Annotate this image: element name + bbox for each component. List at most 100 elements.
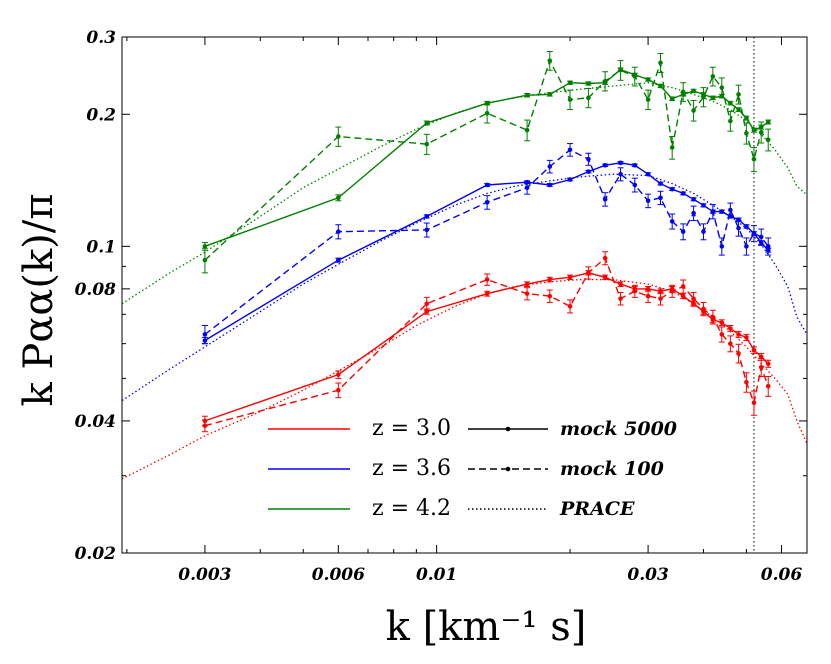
mock100-point: [336, 134, 341, 139]
mock5000-point: [547, 182, 553, 188]
mock100-line-0: [204, 256, 769, 427]
mock5000-point: [736, 332, 741, 337]
mock5000-point: [484, 291, 490, 296]
mock100-point: [645, 97, 651, 102]
mock100-point: [719, 332, 725, 337]
mock5000-point: [669, 186, 675, 192]
mock5000-point: [618, 281, 623, 287]
mock5000-point: [758, 240, 764, 245]
mock100-point: [547, 293, 553, 299]
mock100-point: [567, 147, 573, 153]
mock5000-point: [567, 177, 573, 182]
mock100-point: [736, 225, 741, 231]
x-tick-label: 0.06: [761, 565, 803, 585]
mock100-point: [602, 196, 608, 202]
mock5000-point: [744, 224, 749, 229]
mock100-point: [424, 141, 430, 147]
legend-style-label: mock 100: [560, 458, 664, 480]
mock100-point: [728, 207, 733, 213]
mock100-point: [484, 111, 490, 116]
mock100-point: [736, 92, 741, 97]
legend-color-label: z = 3.6: [372, 456, 451, 481]
mock5000-point: [701, 92, 706, 97]
mock100-point: [567, 303, 573, 309]
mock100-point: [751, 156, 757, 162]
mock100-point: [645, 198, 651, 204]
mock5000-point: [719, 320, 725, 325]
mock5000-point: [680, 191, 686, 196]
legend-style-marker: [505, 466, 511, 472]
mock100-point: [669, 145, 675, 150]
mock100-point: [728, 118, 733, 124]
mock100-point: [618, 171, 623, 177]
mock5000-point: [765, 361, 771, 367]
mock100-point: [728, 341, 733, 346]
mock100-point: [336, 229, 341, 234]
mock5000-point: [202, 418, 208, 424]
mock5000-point: [719, 93, 725, 99]
mock100-point: [567, 97, 573, 102]
mock5000-point: [691, 88, 696, 94]
mock100-point: [618, 296, 623, 301]
mock100-point: [424, 227, 430, 233]
mock5000-point: [728, 100, 733, 106]
prace-line-1: [122, 173, 807, 402]
mock100-point: [202, 332, 208, 337]
mock5000-point: [669, 96, 675, 102]
mock100-point: [547, 164, 553, 169]
series-group-z3-6: [122, 143, 807, 402]
mock100-point: [710, 74, 716, 79]
mock5000-point: [758, 124, 764, 130]
mock100-point: [701, 229, 706, 234]
mock5000-point: [567, 274, 573, 280]
mock100-point: [586, 95, 591, 101]
mock5000-point: [202, 244, 208, 249]
mock100-point: [744, 379, 749, 385]
mock5000-point: [719, 209, 725, 214]
mock5000-point: [744, 115, 749, 121]
series-group-z3: [122, 251, 807, 480]
mock5000-point: [680, 92, 686, 97]
mock100-point: [751, 400, 757, 406]
mock5000-point: [602, 80, 608, 86]
mock5000-point: [547, 277, 553, 282]
mock5000-point: [744, 335, 749, 340]
mock5000-point: [658, 83, 663, 89]
tick-layer: 0.003 0.006 0.01 0.03 0.06 0.02 0.04 0.08 0.1 0.2…: [75, 28, 807, 585]
mock100-point: [524, 127, 530, 133]
mock5000-point: [751, 347, 757, 353]
mock5000-point: [701, 203, 706, 208]
legend-style-label: PRACE: [559, 498, 635, 520]
mock5000-point: [336, 372, 341, 377]
mock100-point: [765, 244, 771, 249]
mock5000-point: [751, 231, 757, 236]
mock100-point: [202, 257, 208, 263]
mock5000-point: [710, 317, 716, 323]
mock5000-point: [691, 301, 696, 307]
legend-color-label: z = 4.2: [372, 496, 451, 521]
mock5000-point: [645, 77, 651, 82]
y-tick-label: 0.3: [86, 28, 116, 48]
x-tick-label: 0.006: [312, 565, 365, 585]
mock5000-point: [758, 354, 764, 360]
mock100-point: [691, 210, 696, 216]
mock5000-point: [632, 286, 638, 292]
mock5000-point: [632, 163, 638, 168]
plot-frame: [121, 36, 808, 554]
mock5000-point: [484, 100, 490, 106]
mock100-point: [484, 277, 490, 282]
mock5000-point: [701, 309, 706, 314]
x-tick-label: 0.01: [416, 565, 457, 585]
mock5000-point: [645, 171, 651, 177]
legend: z = 3.0 z = 3.6 z = 4.2 mock 5000 mock 100 PR…: [268, 416, 677, 521]
mock5000-point: [632, 72, 638, 78]
x-tick-label: 0.003: [178, 565, 231, 585]
mock5000-point: [586, 169, 591, 174]
mock5000-point: [680, 293, 686, 299]
mock5000-point: [618, 160, 623, 166]
mock5000-point: [524, 281, 530, 287]
mock5000-point: [736, 217, 741, 223]
mock100-point: [669, 219, 675, 224]
mock5000-point: [691, 196, 696, 202]
mock100-point: [758, 234, 764, 240]
